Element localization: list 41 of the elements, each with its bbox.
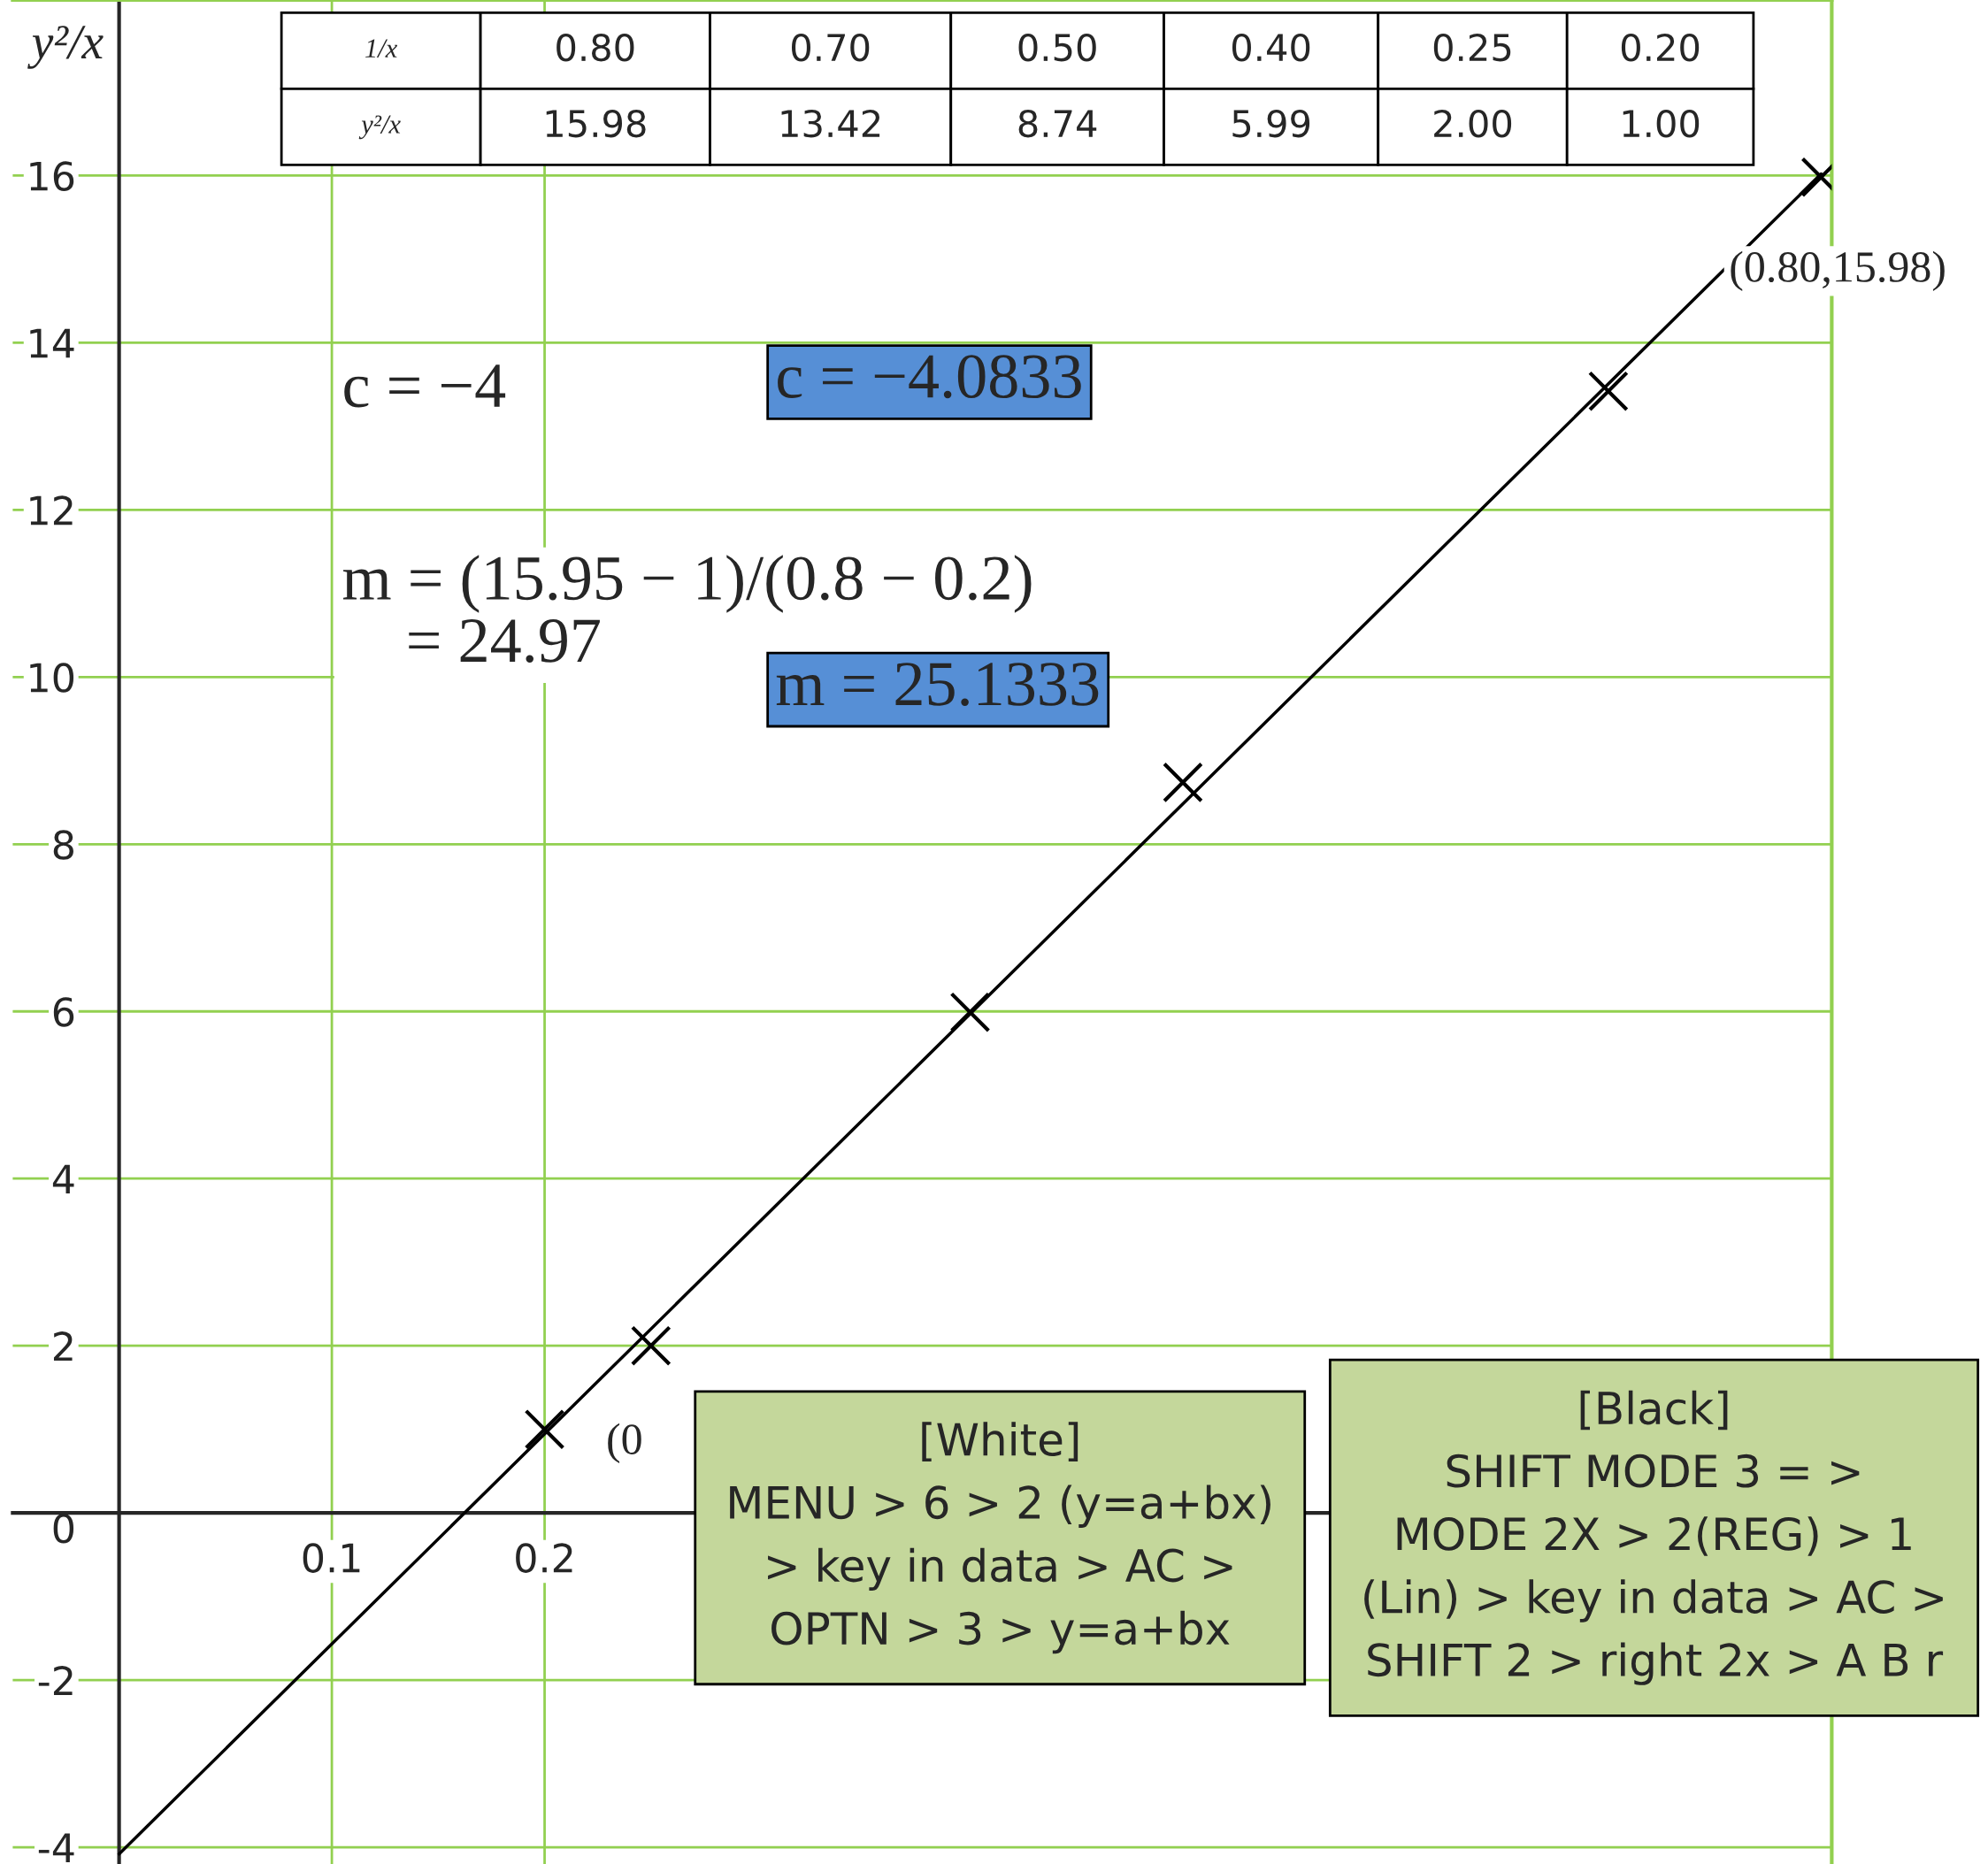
annotation: (0 (608, 1423, 641, 1464)
y-tick-label: 14 (30, 328, 74, 358)
point (1163, 762, 1203, 803)
x-tick-label: 0.2 (516, 1543, 572, 1573)
y-tick-label: 4 (52, 1164, 74, 1194)
point (949, 992, 991, 1033)
y-tick-label: 10 (30, 663, 74, 693)
annotation: 1.00 (1623, 109, 1700, 138)
point (1587, 371, 1629, 412)
annotation: [White] MENU > 6 > 2 (y=a+bx) > key in data > AC > OPTN > 3 > y=a+bx (730, 1422, 1270, 1654)
annotation: 5.99 (1232, 109, 1310, 138)
annotation: 0.20 (1621, 33, 1700, 62)
y-tick-label: 8 (53, 830, 73, 860)
annotation: [Black] SHIFT MODE 3 = > MODE 2X > 2(REG) > 1 (Lin) > key in data > AC > SHIFT 2 > right 2x > A B r (1364, 1390, 1944, 1685)
annotation: 0.70 (792, 33, 870, 62)
annotation: c = −4 (344, 364, 506, 408)
annotation: (0.80,15.98) (1731, 250, 1945, 292)
y-tick-label: 12 (30, 495, 73, 525)
y-tick-label: 6 (53, 997, 74, 1027)
y-tick-label: -2 (38, 1666, 73, 1696)
annotation: 8.74 (1018, 109, 1097, 138)
annotation: 0.25 (1433, 33, 1511, 62)
annotation: m = 25.1333 (776, 663, 1099, 706)
annotation: 0.40 (1232, 33, 1310, 62)
annotation: c = −4.0833 (778, 355, 1081, 399)
y-tick-label: 2 (53, 1331, 73, 1362)
annotation: 0.80 (556, 33, 634, 62)
annotation: 0.50 (1018, 33, 1096, 62)
annotation: 13.42 (781, 109, 880, 138)
y-tick-label: 16 (30, 161, 74, 191)
annotation: y²/x (358, 115, 401, 140)
annotation: m = (15.95 − 1)/(0.8 − 0.2) = 24.97 (343, 555, 1032, 663)
y-tick-label: 0 (53, 1513, 74, 1544)
y-axis-title: y²/x (27, 26, 104, 69)
annotation: 2.00 (1434, 109, 1512, 138)
x-tick-label: 0.1 (303, 1543, 360, 1573)
annotation: 1/x (365, 39, 398, 58)
point (630, 1325, 672, 1367)
annotation: 15.98 (546, 109, 646, 138)
point (524, 1408, 565, 1450)
y-tick-label: -4 (38, 1833, 74, 1862)
